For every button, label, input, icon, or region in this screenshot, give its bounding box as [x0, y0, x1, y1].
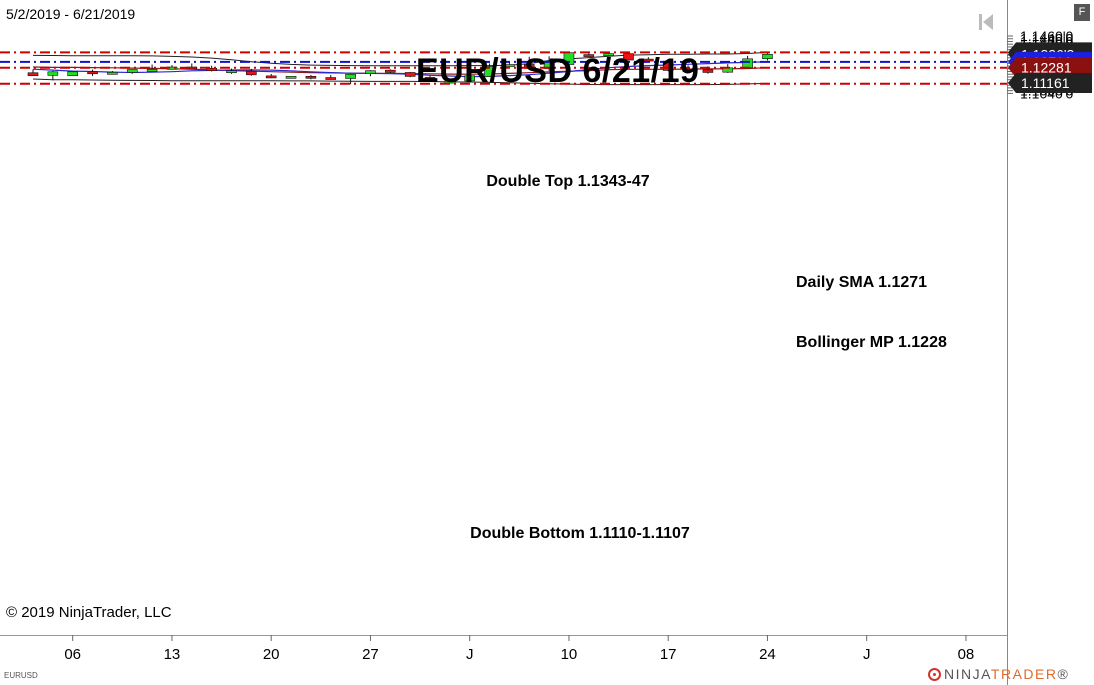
candle-up [107, 72, 118, 75]
symbol-label: EURUSD [4, 671, 38, 680]
x-tick-label: 20 [263, 646, 280, 663]
candle-down [265, 75, 277, 79]
candle-down [424, 77, 436, 82]
candle-down [325, 77, 337, 80]
candle-up [365, 70, 376, 75]
daily-sma-annotation: Daily SMA 1.1271 [796, 274, 927, 291]
y-tick-label: 1.1460'0 [1020, 28, 1073, 44]
double-top-annotation: Double Top 1.1343-47 [486, 173, 649, 190]
x-tick-label: 10 [561, 646, 578, 663]
f-button[interactable]: F [1074, 4, 1090, 21]
bollinger-upper-band [32, 51, 768, 67]
candle-down [384, 69, 396, 73]
x-tick-label: 08 [958, 646, 975, 663]
candle-down [404, 72, 416, 77]
logo-part2: TRADER [990, 666, 1058, 682]
bollinger-tag [1008, 57, 1092, 78]
date-range: 5/2/2019 - 6/21/2019 [6, 6, 136, 22]
candle-up [742, 58, 753, 69]
ninjatrader-logo: NINJATRADER® [928, 666, 1069, 682]
candle-up [464, 75, 476, 82]
candle-down [702, 69, 714, 73]
daily-sma-line [32, 61, 768, 78]
candle-up [226, 70, 237, 73]
copyright-text: © 2019 NinjaTrader, LLC [6, 604, 172, 621]
double-bottom-annotation: Double Bottom 1.1110-1.1107 [470, 525, 690, 542]
logo-reg: ® [1057, 666, 1070, 682]
chart-title: EUR/USD 6/21/19 [416, 52, 700, 90]
double-bottom-tag-text: 1.11161 [1021, 75, 1070, 91]
candle-up [504, 64, 515, 67]
candle-down [583, 54, 595, 57]
candle-down [27, 72, 39, 77]
x-tick-label: J [863, 646, 871, 663]
candle-up [67, 71, 78, 77]
candle-down [305, 75, 317, 79]
ninjatrader-logo-icon [928, 668, 941, 681]
candle-up [146, 69, 158, 72]
x-tick-label: 13 [164, 646, 181, 663]
candle-up [603, 53, 614, 56]
x-tick-label: 17 [660, 646, 677, 663]
candle-up [682, 69, 694, 73]
collapse-panel-icon[interactable] [977, 12, 995, 32]
double-bottom-tag [1008, 72, 1092, 93]
candle-up [285, 75, 297, 79]
x-tick-label: 06 [64, 646, 81, 663]
candle-up [484, 66, 495, 77]
candle-up [47, 71, 59, 76]
candle-down [206, 67, 217, 71]
candle-down [87, 71, 98, 75]
bollinger-mp-annotation: Bollinger MP 1.1228 [796, 334, 947, 351]
bollinger-tag-text: 1.12281 [1021, 60, 1072, 76]
candle-up [345, 73, 356, 79]
candle-up [126, 69, 138, 73]
x-tick-label: 24 [759, 646, 776, 663]
candle-down [246, 70, 257, 76]
x-tick-label: J [466, 646, 474, 663]
x-tick-label: 27 [362, 646, 379, 663]
logo-part1: NINJA [944, 666, 991, 682]
candle-down [623, 53, 634, 61]
candle-up [762, 54, 773, 59]
